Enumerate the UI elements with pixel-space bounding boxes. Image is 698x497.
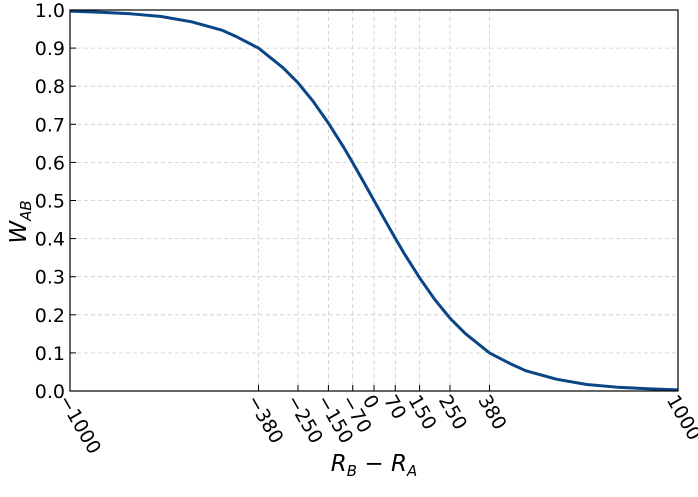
x-tick-label: 70: [379, 391, 410, 423]
y-tick-label: 0.2: [35, 305, 65, 327]
y-axis-title: WAB: [6, 200, 35, 243]
y-tick-label: 0.8: [35, 76, 65, 98]
x-axis-title: RB − RA: [331, 451, 417, 480]
x-tick-label: 1000: [662, 391, 698, 444]
y-tick-label: 0.6: [35, 152, 65, 174]
y-tick-label: 0.0: [35, 381, 65, 403]
y-tick-label: 0.4: [35, 229, 65, 251]
y-tick-labels: 0.0 0.1 0.2 0.3 0.4 0.5 0.6 0.7 0.8 0.9 1.0: [35, 0, 65, 403]
tick-marks: [69, 9, 679, 392]
y-tick-label: 0.7: [35, 114, 65, 136]
x-tick-label: 250: [434, 391, 471, 433]
series-line: [69, 9, 679, 392]
y-tick-label: 0.9: [35, 38, 65, 60]
y-tick-label: 1.0: [35, 0, 65, 22]
x-tick-label: −380: [242, 391, 287, 447]
y-tick-label: 0.3: [35, 267, 65, 289]
y-tick-label: 0.1: [35, 343, 65, 365]
x-tick-label: 380: [473, 391, 510, 433]
y-tick-label: 0.5: [35, 191, 65, 213]
x-tick-label: −1000: [54, 391, 105, 458]
